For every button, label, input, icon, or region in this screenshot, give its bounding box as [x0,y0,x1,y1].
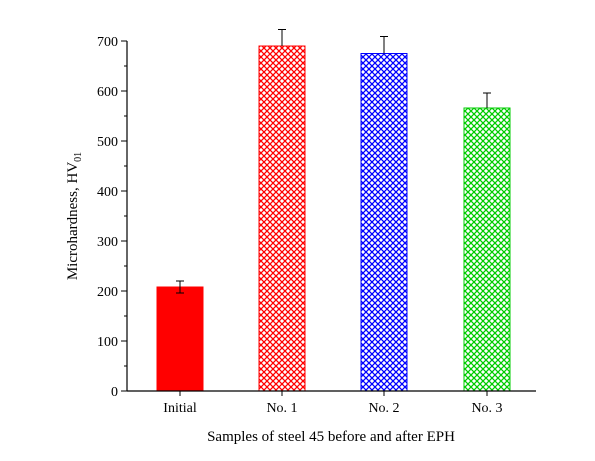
y-axis-title-subscript: 01 [73,152,84,162]
error-bars-layer [176,29,491,294]
bar-no-1 [258,45,306,392]
x-tick-label: No. 1 [266,401,297,416]
bar-no-3 [463,107,511,392]
y-tick-label: 500 [97,135,118,150]
y-tick-label: 400 [97,185,118,200]
x-tick-label: Initial [163,401,197,416]
x-tick-label: No. 2 [368,401,399,416]
y-tick-label: 200 [97,285,118,300]
y-tick-label: 700 [97,35,118,50]
bar-no-2 [360,53,408,392]
x-axis-title: Samples of steel 45 before and after EPH [207,429,455,445]
x-tick-label: No. 3 [471,401,502,416]
y-axis-title: Microhardness, HV01 [65,152,84,280]
y-axis-title-main: Microhardness, HV [65,162,81,280]
y-tick-label: 600 [97,85,118,100]
bars-layer [156,45,511,392]
y-tick-label: 300 [97,235,118,250]
x-ticks: Initial No. 1 No. 2 No. 3 [163,391,503,416]
y-tick-label: 0 [111,385,118,400]
bar-initial [156,286,204,392]
y-ticks: 0 100 200 300 400 500 600 700 [97,35,127,400]
y-tick-label: 100 [97,335,118,350]
